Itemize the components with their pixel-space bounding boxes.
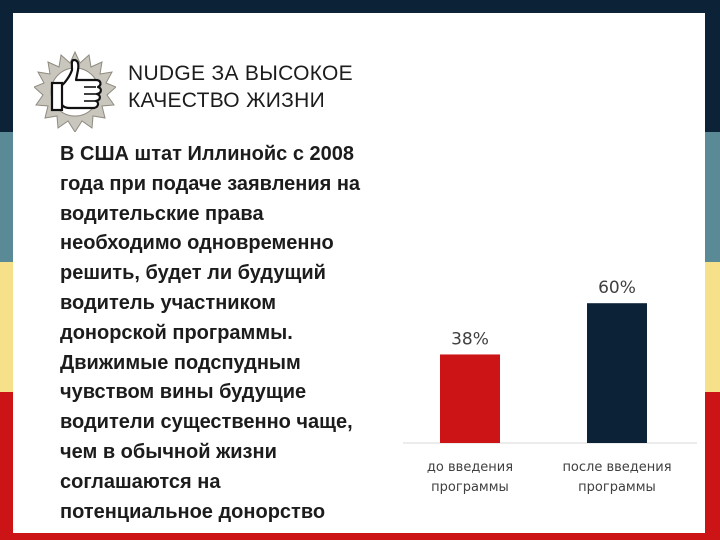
- body-line: чувством вины будущие: [60, 381, 307, 404]
- category-label-1-line-1: до введения: [427, 460, 513, 475]
- body-line: потенциальное донорство: [60, 500, 326, 523]
- slide-title-line-2: КАЧЕСТВО ЖИЗНИ: [128, 89, 326, 112]
- body-line: В США штат Иллинойс с 2008: [60, 143, 355, 165]
- body-line: донорской программы.: [60, 321, 293, 344]
- bar-2: [587, 303, 647, 443]
- category-label-1-line-2: программы: [431, 480, 509, 495]
- slide-title: NUDGE ЗА ВЫСОКОЕ КАЧЕСТВО ЖИЗНИ: [128, 60, 353, 114]
- body-line: соглашаются на: [60, 470, 221, 493]
- body-line: водитель участником: [60, 291, 277, 314]
- bar-1: [440, 354, 500, 443]
- data-label-2: 60%: [598, 278, 636, 298]
- body-line: решить, будет ли будущий: [60, 262, 326, 285]
- category-label-2-line-2: программы: [578, 480, 656, 495]
- body-line: необходимо одновременно: [60, 232, 334, 255]
- category-label-2-line-1: после введения: [562, 460, 671, 475]
- body-paragraph: В США штат Иллинойс с 2008 года при пода…: [60, 140, 420, 527]
- slide-title-line-1: NUDGE ЗА ВЫСОКОЕ: [128, 62, 353, 85]
- body-line: водительские права: [60, 202, 264, 225]
- thumbs-up-icon: [34, 50, 116, 132]
- body-line: года при подаче заявления на: [60, 172, 361, 195]
- body-line: чем в обычной жизни: [60, 440, 277, 463]
- slide-card: [13, 13, 705, 533]
- bar-chart: 38% до введения программы 60% после введения…: [403, 278, 697, 495]
- data-label-1: 38%: [451, 329, 489, 349]
- body-line: водители существенно чаще,: [60, 411, 353, 434]
- body-line: Движимые подспудным: [60, 351, 301, 374]
